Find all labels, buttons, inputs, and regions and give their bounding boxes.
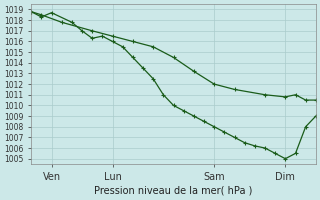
X-axis label: Pression niveau de la mer( hPa ): Pression niveau de la mer( hPa ) <box>94 186 253 196</box>
